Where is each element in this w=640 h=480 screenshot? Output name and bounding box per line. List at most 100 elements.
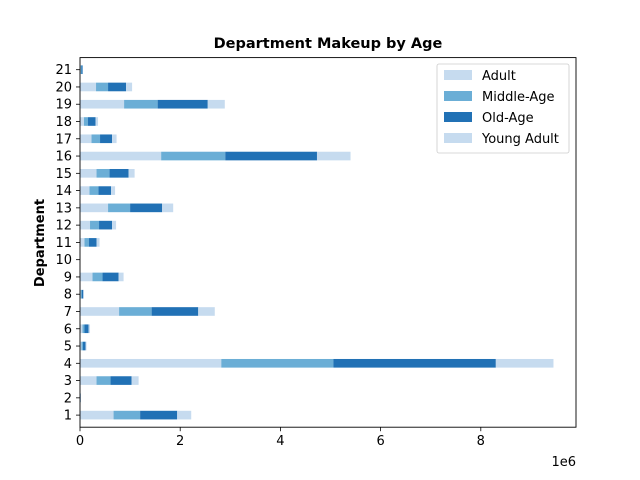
legend-swatch [444,70,472,80]
bar-dept-11-series-1 [84,238,90,247]
bar-dept-15-series-2 [109,168,129,178]
bar-dept-7-series-2 [151,307,199,316]
bar-dept-18-series-0 [80,117,85,126]
bar-dept-19-series-0 [80,99,125,109]
bar-dept-6-series-2 [84,324,89,334]
bar-dept-4-series-2 [333,358,496,368]
bar-dept-13-series-0 [80,203,109,213]
y-tick-label: 16 [55,150,72,165]
bar-dept-13-series-1 [108,203,131,213]
bar-dept-9-series-3 [118,272,124,282]
x-axis-offset-label: 1e6 [551,455,576,470]
bar-dept-7-series-0 [80,307,120,316]
bar-dept-5-series-2 [83,341,86,351]
bar-dept-16-series-3 [316,151,351,161]
y-tick-label: 12 [55,219,72,234]
y-tick-label: 2 [64,391,72,406]
bar-dept-19-series-3 [207,99,225,109]
bar-dept-17-series-1 [91,134,101,144]
chart-title: Department Makeup by Age [214,36,443,52]
bar-dept-11-series-3 [96,238,100,247]
bar-dept-18-series-1 [84,117,89,126]
bar-dept-16-series-1 [161,151,226,161]
bar-dept-15-series-0 [80,168,97,178]
legend-label: Middle-Age [482,90,555,105]
legend-label: Young Adult [481,132,559,147]
bar-dept-1-series-0 [80,410,114,420]
bar-dept-14-series-1 [89,186,99,195]
bar-dept-13-series-3 [162,203,174,213]
legend-label: Adult [482,69,516,84]
bar-dept-8-series-2 [81,289,84,299]
y-tick-label: 21 [55,63,72,78]
y-tick-label: 1 [64,409,72,424]
y-tick-label: 9 [64,270,72,285]
bar-dept-1-series-2 [140,410,178,420]
bar-dept-18-series-3 [95,117,99,126]
bar-dept-15-series-3 [128,168,135,178]
bar-dept-4-series-1 [221,358,334,368]
x-tick-label: 6 [376,434,384,449]
bar-dept-17-series-0 [80,134,92,144]
y-tick-label: 14 [55,184,72,199]
bars-layer [80,65,554,420]
x-tick-label: 2 [176,434,184,449]
bar-dept-3-series-2 [110,376,132,385]
x-tick-label: 8 [477,434,485,449]
bar-dept-7-series-3 [198,307,215,316]
bar-dept-16-series-0 [80,151,162,161]
bar-dept-12-series-2 [99,220,113,230]
bar-dept-13-series-2 [130,203,163,213]
y-tick-label: 3 [64,374,72,389]
bar-dept-14-series-2 [98,186,112,195]
bar-dept-9-series-2 [102,272,119,282]
bar-dept-12-series-3 [112,220,117,230]
y-tick-label: 15 [55,167,72,182]
plot-frame [79,57,577,428]
bar-dept-12-series-0 [80,220,91,230]
bar-dept-5-series-3 [85,341,87,351]
bar-dept-8-series-1 [80,289,82,299]
bar-dept-21-series-1 [80,65,82,75]
legend: Adult Middle-Age Old-Age Young Adult [436,63,570,154]
bar-dept-6-series-1 [82,324,85,334]
bar-dept-17-series-3 [112,134,117,144]
bar-dept-4-series-3 [495,358,554,368]
bar-dept-15-series-1 [96,168,110,178]
bar-dept-19-series-1 [124,99,158,109]
legend-label: Old-Age [482,111,534,126]
bar-dept-20-series-2 [108,82,127,92]
bar-dept-9-series-0 [80,272,93,282]
bar-dept-14-series-3 [111,186,116,195]
legend-swatch [444,91,472,101]
bar-dept-20-series-0 [80,82,97,92]
bar-dept-11-series-2 [89,238,97,247]
bar-dept-19-series-2 [157,99,208,109]
y-tick-label: 6 [64,322,72,337]
bar-dept-20-series-1 [96,82,109,92]
bar-dept-5-series-0 [80,341,82,351]
y-tick-label: 11 [55,236,72,251]
bar-dept-9-series-1 [92,272,103,282]
legend-frame [436,63,570,154]
x-axis-ticks: 0 2 4 6 8 [76,427,485,449]
y-tick-label: 10 [55,253,72,268]
bar-dept-14-series-0 [80,186,90,195]
bar-dept-21-series-3 [82,65,84,75]
y-tick-label: 7 [64,305,72,320]
y-tick-label: 20 [55,80,72,95]
bar-dept-3-series-1 [96,376,111,385]
bar-dept-3-series-3 [131,376,139,385]
y-tick-label: 8 [64,288,72,303]
bar-dept-6-series-0 [80,324,83,334]
x-tick-label: 4 [276,434,284,449]
y-tick-label: 17 [55,132,72,147]
bar-dept-6-series-3 [88,324,91,334]
bar-dept-1-series-1 [113,410,141,420]
x-tick-label: 0 [76,434,84,449]
y-tick-label: 19 [55,98,72,113]
y-axis-title: Department [33,199,48,287]
bar-dept-1-series-3 [177,410,192,420]
